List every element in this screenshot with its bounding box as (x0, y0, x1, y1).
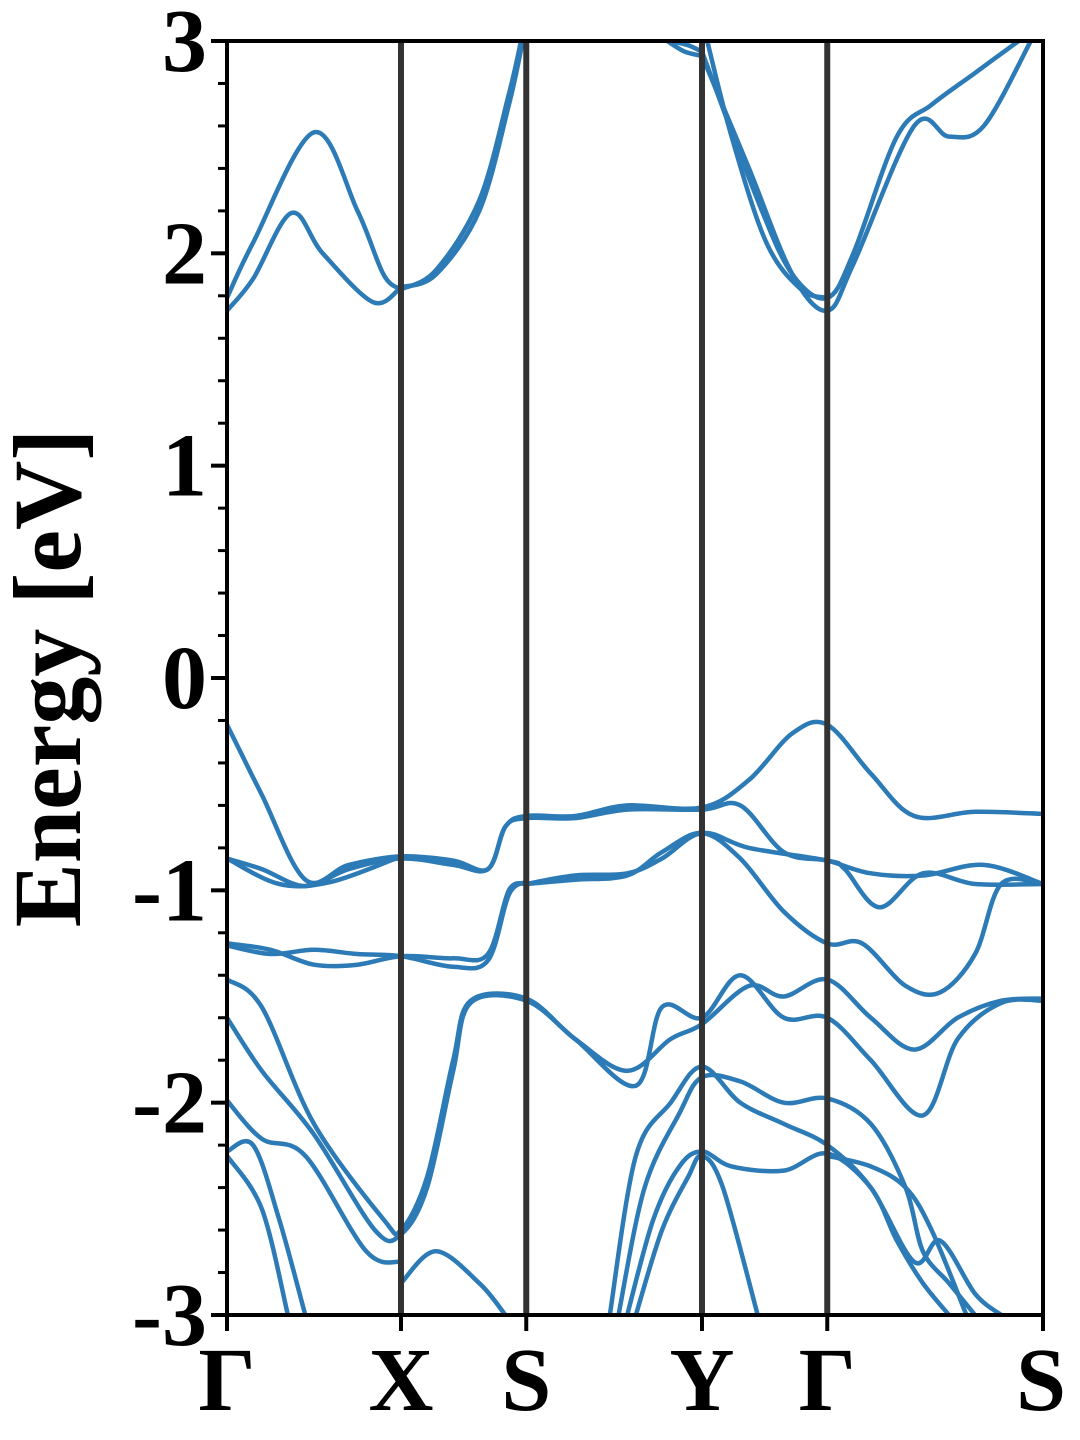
band-line-0 (227, 210, 404, 313)
band-line-18 (227, 1098, 404, 1265)
x-tick-label: X (368, 1331, 433, 1430)
band-line-10 (227, 800, 1043, 889)
band-line-19 (227, 1138, 308, 1315)
series-layer (227, 41, 1043, 1315)
y-tick-label: -2 (132, 1054, 207, 1153)
x-tick-label: Γ (198, 1331, 255, 1430)
band-line-13 (524, 830, 1043, 997)
plot-border (225, 39, 1045, 1317)
band-line-9 (227, 719, 1043, 886)
x-tick-label: Y (669, 1331, 734, 1430)
x-tick-label: Γ (799, 1331, 856, 1430)
axis-ticks (211, 39, 1045, 1331)
band-line-16 (227, 976, 1043, 1237)
band-line-21 (398, 1249, 508, 1315)
band-line-3 (398, 41, 524, 292)
band-line-15 (227, 879, 529, 971)
band-line-2 (398, 41, 526, 290)
band-line-8 (704, 41, 830, 301)
band-line-26 (825, 1153, 969, 1315)
y-tick-label: 0 (162, 629, 207, 728)
y-axis-label: Energy [eV] (0, 429, 101, 928)
y-tick-label: -3 (132, 1266, 207, 1365)
plot-frame (225, 39, 1045, 1317)
band-line-11 (227, 854, 404, 889)
band-line-7 (699, 41, 1021, 301)
band-line-20 (227, 1153, 291, 1315)
band-line-1 (227, 130, 404, 301)
band-line-6 (699, 41, 1034, 313)
band-line-17 (227, 973, 1043, 1244)
band-line-25 (633, 1153, 760, 1315)
y-tick-label: 1 (162, 417, 207, 516)
band-line-12 (524, 830, 1043, 910)
high-symmetry-lines (397, 41, 831, 1315)
y-tick-label: 3 (162, 0, 207, 91)
y-tick-label: -1 (132, 841, 207, 940)
y-tick-label: 2 (162, 204, 207, 303)
x-tick-label: S (1016, 1331, 1066, 1430)
band-line-4 (664, 41, 705, 59)
x-tick-label: S (501, 1331, 551, 1430)
band-line-23 (616, 1072, 978, 1315)
band-line-22 (607, 1064, 1004, 1315)
band-line-24 (624, 1149, 952, 1315)
